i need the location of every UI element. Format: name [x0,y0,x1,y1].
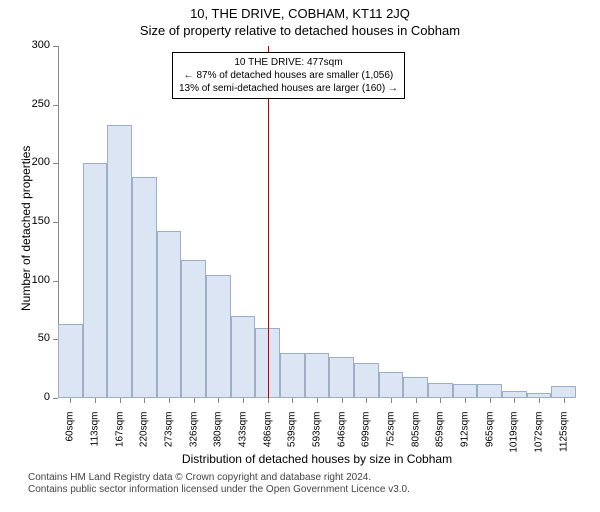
histogram-bar [453,384,478,398]
y-tick [53,222,58,223]
annotation-line: 10 THE DRIVE: 477sqm [179,56,398,69]
x-tick [514,398,515,403]
histogram-bar [379,372,404,398]
attribution-line: Contains HM Land Registry data © Crown c… [28,472,410,484]
histogram-bar [231,316,256,398]
histogram-bar [157,231,182,398]
x-tick [391,398,392,403]
histogram-bar [132,177,157,398]
histogram-bar [305,353,330,398]
histogram-bar [403,377,428,398]
x-tick [169,398,170,403]
y-tick-label: 0 [20,391,50,403]
histogram-bar [206,275,231,398]
attribution: Contains HM Land Registry data © Crown c… [28,472,410,496]
histogram-bar [428,383,453,398]
y-tick-label: 250 [20,98,50,110]
histogram-bar [83,163,108,398]
y-axis-label: Number of detached properties [19,131,33,311]
x-tick [144,398,145,403]
x-tick [564,398,565,403]
histogram-bar [551,386,576,398]
y-tick [53,163,58,164]
chart-title-main: 10, THE DRIVE, COBHAM, KT11 2JQ [0,0,600,21]
x-tick [268,398,269,403]
x-tick [366,398,367,403]
x-tick [194,398,195,403]
x-axis-label: Distribution of detached houses by size … [58,452,576,466]
chart-title-sub: Size of property relative to detached ho… [0,21,600,38]
histogram-bar [354,363,379,398]
histogram-bar [477,384,502,398]
x-tick [342,398,343,403]
x-tick [292,398,293,403]
x-tick [465,398,466,403]
x-tick [490,398,491,403]
x-tick [120,398,121,403]
y-tick [53,398,58,399]
annotation-line: ← 87% of detached houses are smaller (1,… [179,69,398,82]
y-tick [53,46,58,47]
y-tick [53,281,58,282]
y-tick-label: 50 [20,332,50,344]
histogram-bar [329,357,354,398]
y-tick [53,105,58,106]
histogram-bar [502,391,527,398]
attribution-line: Contains public sector information licen… [28,484,410,496]
x-tick [70,398,71,403]
x-tick [95,398,96,403]
x-tick [218,398,219,403]
x-tick [317,398,318,403]
histogram-bar [181,260,206,398]
annotation-line: 13% of semi-detached houses are larger (… [179,82,398,95]
annotation-box: 10 THE DRIVE: 477sqm← 87% of detached ho… [172,52,405,99]
y-tick-label: 300 [20,39,50,51]
x-tick [243,398,244,403]
x-tick [539,398,540,403]
x-tick [440,398,441,403]
x-tick [416,398,417,403]
histogram-bar [280,353,305,398]
histogram-bar [107,125,132,398]
histogram-bar [58,324,83,398]
